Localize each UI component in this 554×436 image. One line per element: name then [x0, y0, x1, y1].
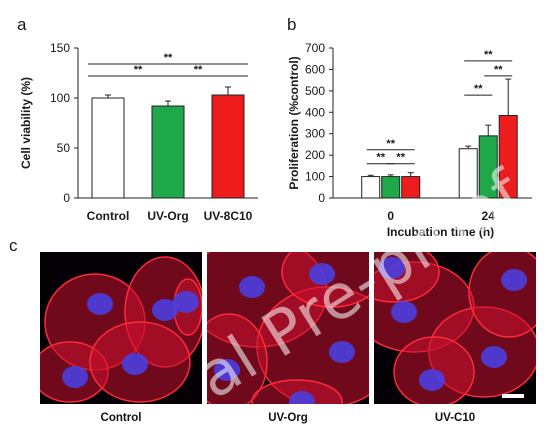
chart-b-ytick-label: 400 [305, 105, 325, 119]
cell-nucleus [501, 269, 527, 291]
chart-b-ylabel: Proliferation (%control) [287, 56, 301, 189]
cell-nucleus [239, 276, 265, 298]
chart-b-significance-label: ** [376, 152, 385, 164]
panel-label-c: c [9, 236, 18, 255]
chart-b-significance-label: ** [494, 64, 503, 76]
micrograph-caption-uv-c10: UV-C10 [434, 412, 476, 424]
cell-nucleus [481, 346, 507, 368]
chart-a-ytick-label: 50 [57, 141, 71, 155]
micrograph-uv-org [207, 252, 369, 404]
cell-nucleus [62, 366, 88, 388]
chart-b-bar [401, 176, 421, 199]
micrograph-control [40, 252, 202, 404]
chart-a-category-label: Control [87, 209, 130, 223]
chart-b-ytick-label: 700 [305, 41, 325, 55]
panel-label-a: a [17, 15, 27, 34]
chart-b-xlabel: Incubation time (h) [387, 225, 494, 239]
chart-a-significance-label: ** [134, 64, 143, 76]
chart-b-significance-label: ** [386, 138, 395, 150]
chart-b-bar [361, 176, 381, 199]
chart-a-category-label: UV-8C10 [204, 209, 253, 223]
micrograph-caption-control: Control [100, 412, 142, 424]
chart-a-ytick-label: 150 [50, 41, 70, 55]
cell-nucleus [419, 369, 445, 391]
chart-a-ylabel: Cell viability (%) [19, 77, 33, 169]
cell-nucleus [391, 301, 417, 323]
chart-a-bar [151, 105, 185, 199]
chart-b-ytick-label: 100 [305, 170, 325, 184]
scale-bar [502, 394, 524, 398]
cell-nucleus [214, 359, 240, 381]
cell-nucleus [289, 391, 315, 404]
cell-nucleus [329, 341, 355, 363]
chart-b-significance-label: ** [484, 49, 493, 61]
chart-b-significance-label: ** [396, 152, 405, 164]
micrograph-image [40, 256, 202, 403]
micrograph-image [374, 252, 536, 404]
chart-b-category-label: 0 [387, 209, 394, 223]
chart-a-category-label: UV-Org [147, 209, 188, 223]
chart-b-ytick-label: 300 [305, 127, 325, 141]
cell-nucleus [87, 293, 113, 315]
cell-body [207, 313, 268, 404]
chart-a-bar [91, 97, 125, 199]
cell-nucleus [173, 291, 199, 313]
panel-label-b: b [287, 15, 297, 34]
chart-a-ytick-label: 100 [50, 91, 70, 105]
chart-b-ytick-label: 600 [305, 62, 325, 76]
chart-a-significance-label: ** [164, 52, 173, 64]
cell-nucleus [309, 263, 335, 285]
chart-b-bar [381, 176, 401, 199]
cell-nucleus [122, 353, 148, 375]
chart-a-significance-label: ** [194, 64, 203, 76]
micrograph-uv-c10 [374, 252, 536, 404]
cell-nucleus [379, 257, 405, 279]
cell-nucleus [152, 299, 178, 321]
chart-b-ytick-label: 0 [318, 191, 325, 205]
chart-a-ytick-label: 0 [63, 191, 70, 205]
chart-b-category-label: 24 [482, 209, 496, 223]
micrograph-caption-uv-org: UV-Org [268, 412, 308, 424]
chart-b-significance-label: ** [474, 83, 483, 95]
chart-b-ytick-label: 200 [305, 148, 325, 162]
chart-a-bar [211, 94, 245, 199]
micrograph-image [207, 252, 369, 404]
chart-b-ytick-label: 500 [305, 84, 325, 98]
